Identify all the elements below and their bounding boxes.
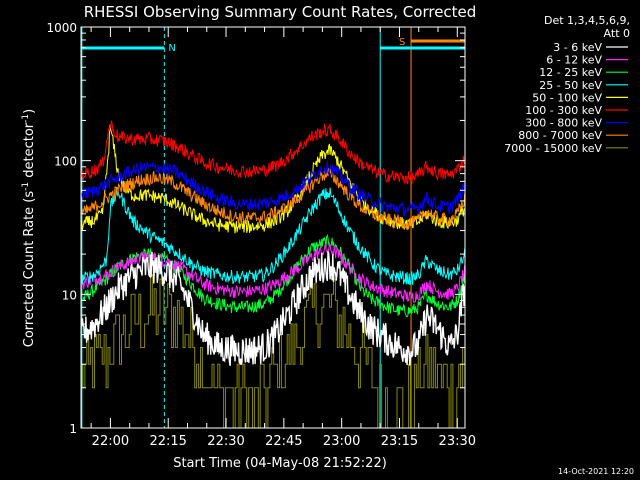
series-line — [81, 233, 465, 318]
x-tick-label: 22:00 — [92, 434, 129, 449]
x-tick-label: 22:15 — [149, 434, 186, 449]
legend-entry-label: 800 - 7000 keV — [518, 129, 602, 142]
y-axis: 1 10 100 1000 — [46, 21, 465, 436]
legend-entry-label: 100 - 300 keV — [525, 104, 602, 117]
series-line — [81, 186, 465, 286]
y-tick-label: 1000 — [46, 21, 77, 35]
legend-header-1: Det 1,3,4,5,6,9, — [544, 14, 630, 27]
x-axis-label: Start Time (04-May-08 21:52:22) — [173, 456, 387, 471]
series-line — [81, 167, 465, 230]
x-tick-label: 22:45 — [265, 434, 302, 449]
series-line — [81, 120, 465, 185]
series-layer — [81, 120, 465, 428]
x-tick-label: 22:30 — [207, 434, 244, 449]
y-tick-label: 1 — [69, 422, 77, 436]
legend-entry-label: 7000 - 15000 keV — [504, 142, 602, 155]
y-tick-label: 100 — [54, 155, 77, 169]
legend-header-2: Att 0 — [604, 27, 630, 40]
footer-timestamp: 14-Oct-2021 12:20 — [558, 467, 634, 476]
series-line — [81, 251, 465, 366]
legend-entry-label: 25 - 50 keV — [539, 79, 602, 92]
saa-flag-label: S — [399, 37, 405, 48]
series-line — [81, 160, 465, 217]
legend-entry-label: 50 - 100 keV — [532, 91, 602, 104]
x-tick-label: 23:15 — [381, 434, 418, 449]
legend-entry-label: 3 - 6 keV — [553, 41, 602, 54]
x-tick-label: 23:00 — [323, 434, 360, 449]
night-flag-label: N — [168, 43, 175, 54]
series-line — [81, 124, 465, 234]
series-line — [81, 274, 465, 428]
x-axis: 22:00 22:15 22:30 22:45 23:00 23:15 23:30 — [90, 27, 476, 449]
legend-entry-label: 6 - 12 keV — [546, 54, 602, 67]
y-tick-label: 10 — [62, 288, 77, 302]
legend-entry-label: 300 - 800 keV — [525, 117, 602, 130]
series-line — [81, 242, 465, 304]
plot-frame — [80, 26, 466, 429]
x-tick-label: 23:30 — [439, 434, 476, 449]
y-axis-label: Corrected Count Rate (s-1 detector-1) — [21, 109, 37, 347]
chart-title: RHESSI Observing Summary Count Rates, Co… — [84, 3, 477, 21]
legend-entry-label: 12 - 25 keV — [539, 66, 602, 79]
